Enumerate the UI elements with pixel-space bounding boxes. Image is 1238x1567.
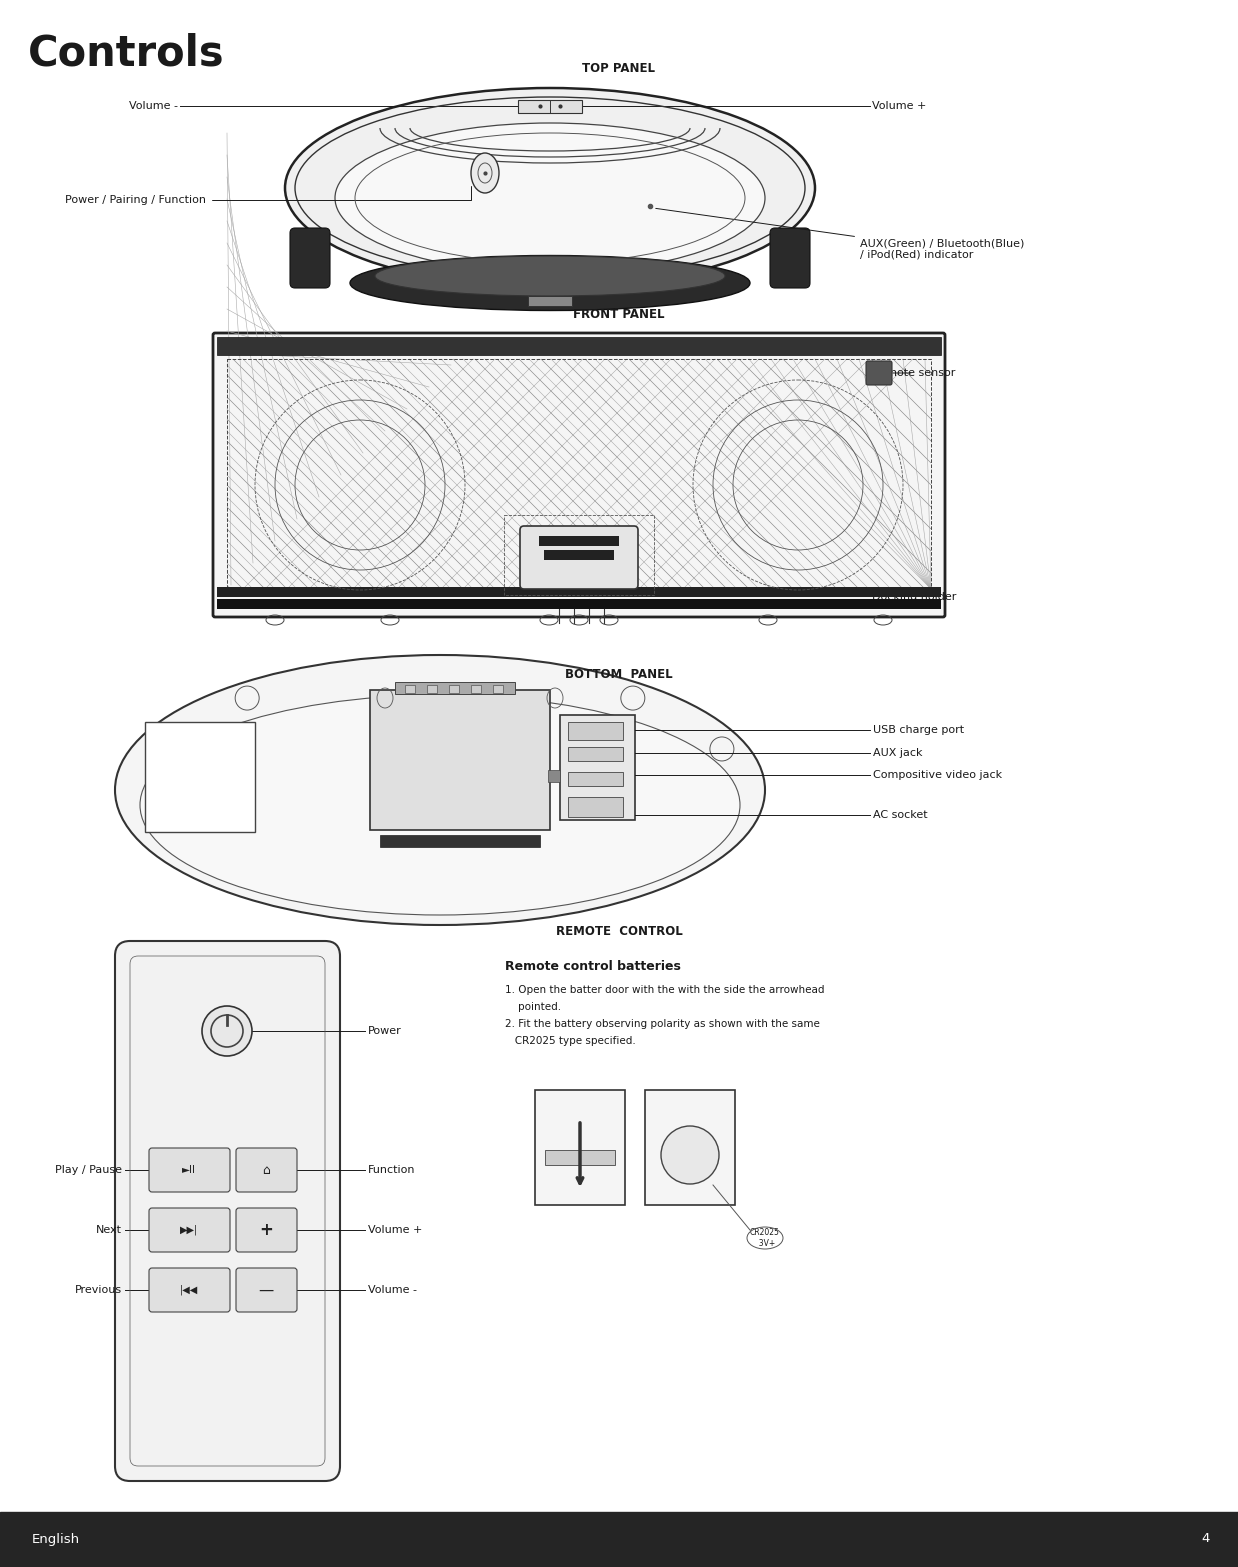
Bar bbox=[535, 1091, 625, 1205]
Ellipse shape bbox=[140, 696, 740, 915]
Ellipse shape bbox=[202, 1006, 253, 1056]
Bar bbox=[548, 769, 560, 782]
Text: English: English bbox=[32, 1533, 80, 1545]
Bar bbox=[370, 689, 550, 831]
Bar bbox=[395, 682, 515, 694]
Ellipse shape bbox=[115, 655, 765, 925]
Text: AUX jack: AUX jack bbox=[873, 747, 922, 758]
Bar bbox=[517, 100, 582, 113]
Bar bbox=[527, 296, 572, 306]
Text: BOTTOM  PANEL: BOTTOM PANEL bbox=[566, 668, 672, 682]
Text: AC socket: AC socket bbox=[873, 810, 927, 820]
Bar bbox=[427, 685, 437, 693]
Text: ►II: ►II bbox=[182, 1164, 196, 1175]
Text: Next: Next bbox=[97, 1225, 123, 1235]
Bar bbox=[645, 1091, 735, 1205]
Text: +: + bbox=[259, 1221, 272, 1239]
Text: USB charge port: USB charge port bbox=[873, 726, 964, 735]
Ellipse shape bbox=[285, 88, 815, 288]
Bar bbox=[227, 359, 931, 589]
Text: Volume +: Volume + bbox=[368, 1225, 422, 1235]
Ellipse shape bbox=[335, 122, 765, 273]
Ellipse shape bbox=[375, 255, 725, 296]
Text: CR2025
  3V+: CR2025 3V+ bbox=[750, 1229, 780, 1247]
Text: TOP PANEL: TOP PANEL bbox=[583, 63, 655, 75]
Text: Controls: Controls bbox=[28, 31, 224, 74]
Bar bbox=[568, 747, 623, 762]
Text: CR2025 type specified.: CR2025 type specified. bbox=[505, 1036, 636, 1047]
Bar bbox=[470, 685, 482, 693]
FancyBboxPatch shape bbox=[236, 1149, 297, 1192]
Bar bbox=[405, 685, 415, 693]
Bar bbox=[0, 1512, 1238, 1567]
Text: 4: 4 bbox=[1202, 1533, 1210, 1545]
Bar bbox=[543, 550, 614, 559]
Text: |◀◀: |◀◀ bbox=[180, 1285, 198, 1296]
Text: ▶▶|: ▶▶| bbox=[180, 1225, 198, 1235]
FancyBboxPatch shape bbox=[149, 1149, 230, 1192]
FancyBboxPatch shape bbox=[149, 1268, 230, 1312]
FancyBboxPatch shape bbox=[236, 1208, 297, 1252]
Text: Remote control batteries: Remote control batteries bbox=[505, 961, 681, 973]
Text: Power / Pairing / Function: Power / Pairing / Function bbox=[66, 186, 470, 205]
Text: Play / Pause: Play / Pause bbox=[54, 1164, 123, 1175]
Bar bbox=[560, 715, 635, 820]
Bar bbox=[539, 536, 619, 545]
Text: 2. Fit the battery observing polarity as shown with the same: 2. Fit the battery observing polarity as… bbox=[505, 1019, 820, 1030]
Text: Remote sensor: Remote sensor bbox=[872, 368, 956, 378]
Text: Docking holder: Docking holder bbox=[872, 592, 957, 602]
FancyBboxPatch shape bbox=[149, 1208, 230, 1252]
Text: FRONT PANEL: FRONT PANEL bbox=[573, 309, 665, 321]
Bar bbox=[504, 516, 654, 595]
Ellipse shape bbox=[661, 1127, 719, 1185]
Text: Volume -: Volume - bbox=[129, 100, 178, 111]
Bar bbox=[217, 337, 941, 356]
FancyBboxPatch shape bbox=[770, 229, 810, 288]
Text: Volume -: Volume - bbox=[368, 1285, 417, 1294]
Text: REMOTE  CONTROL: REMOTE CONTROL bbox=[556, 925, 682, 939]
Text: pointed.: pointed. bbox=[505, 1001, 561, 1012]
Text: Function: Function bbox=[368, 1164, 416, 1175]
Bar bbox=[449, 685, 459, 693]
Bar bbox=[568, 798, 623, 816]
Bar bbox=[227, 359, 931, 589]
FancyBboxPatch shape bbox=[520, 527, 638, 589]
FancyBboxPatch shape bbox=[236, 1268, 297, 1312]
Bar bbox=[545, 1150, 615, 1164]
Bar bbox=[568, 722, 623, 740]
Text: ⌂: ⌂ bbox=[262, 1164, 270, 1177]
Text: Volume +: Volume + bbox=[872, 100, 926, 111]
Text: AUX(Green) / Bluetooth(Blue)
/ iPod(Red) indicator: AUX(Green) / Bluetooth(Blue) / iPod(Red)… bbox=[656, 208, 1024, 260]
Bar bbox=[568, 773, 623, 787]
Text: Compositive video jack: Compositive video jack bbox=[873, 769, 1002, 780]
Ellipse shape bbox=[350, 255, 750, 310]
Text: —: — bbox=[259, 1282, 274, 1297]
Bar bbox=[380, 835, 540, 848]
Bar bbox=[217, 588, 941, 597]
Ellipse shape bbox=[470, 154, 499, 193]
Text: Previous: Previous bbox=[74, 1285, 123, 1294]
FancyBboxPatch shape bbox=[213, 334, 945, 617]
Bar bbox=[145, 722, 255, 832]
FancyBboxPatch shape bbox=[290, 229, 331, 288]
Text: Power: Power bbox=[368, 1026, 402, 1036]
Text: 1. Open the batter door with the with the side the arrowhead: 1. Open the batter door with the with th… bbox=[505, 986, 825, 995]
Bar bbox=[217, 599, 941, 610]
FancyBboxPatch shape bbox=[867, 360, 893, 385]
FancyBboxPatch shape bbox=[115, 942, 340, 1481]
Bar bbox=[493, 685, 503, 693]
